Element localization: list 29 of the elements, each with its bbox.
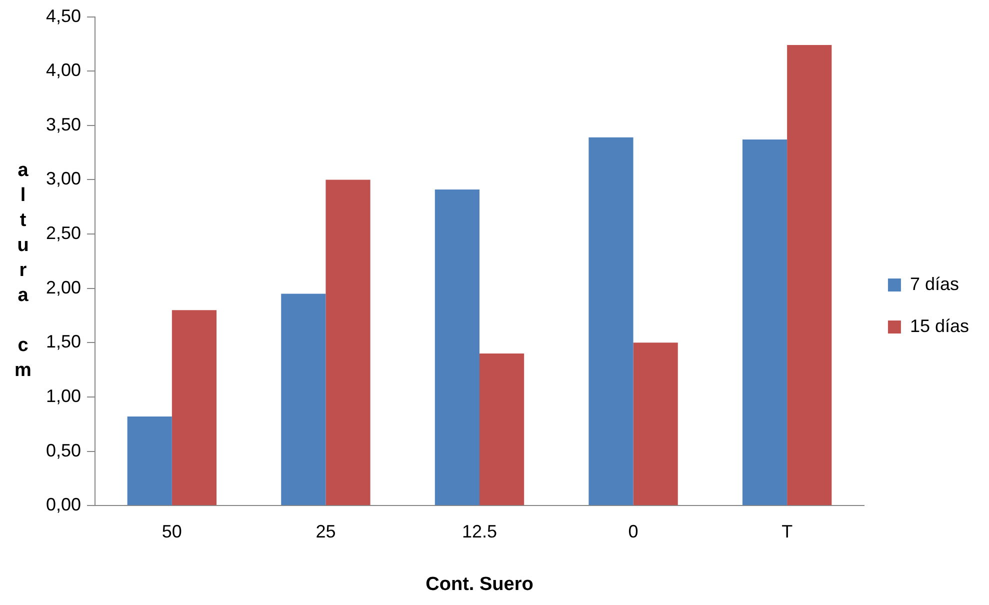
bar (434, 190, 480, 506)
x-tick-label: T (782, 521, 793, 542)
y-tick-label: 3,00 (46, 168, 82, 189)
x-axis-title: Cont. Suero (426, 574, 534, 595)
x-tick-label: 50 (162, 521, 182, 542)
y-tick-label: 4,50 (46, 6, 82, 26)
x-tick-label: 12.5 (462, 521, 498, 542)
legend-label: 7 días (910, 274, 959, 294)
y-tick-label: 0,00 (46, 494, 82, 515)
y-tick-label: 3,50 (46, 114, 82, 134)
bar (787, 45, 832, 506)
y-tick-label: 2,00 (46, 277, 82, 298)
text: altura cm (14, 160, 32, 380)
bar (588, 137, 634, 506)
legend-label: 15 días (910, 316, 969, 336)
y-tick-label: 1,50 (46, 332, 82, 352)
bar (326, 180, 370, 506)
bar (281, 294, 326, 506)
bar (742, 140, 788, 506)
x-tick-label: 25 (316, 521, 336, 542)
y-tick-label: 1,00 (46, 386, 82, 406)
bar (172, 310, 217, 506)
bar (479, 354, 524, 506)
bar (633, 342, 678, 506)
y-tick-label: 2,50 (46, 223, 82, 244)
y-tick-label: 4,00 (46, 60, 82, 80)
y-tick-label: 0,50 (46, 440, 82, 460)
bar (127, 416, 172, 506)
x-tick-label: 0 (628, 521, 638, 542)
